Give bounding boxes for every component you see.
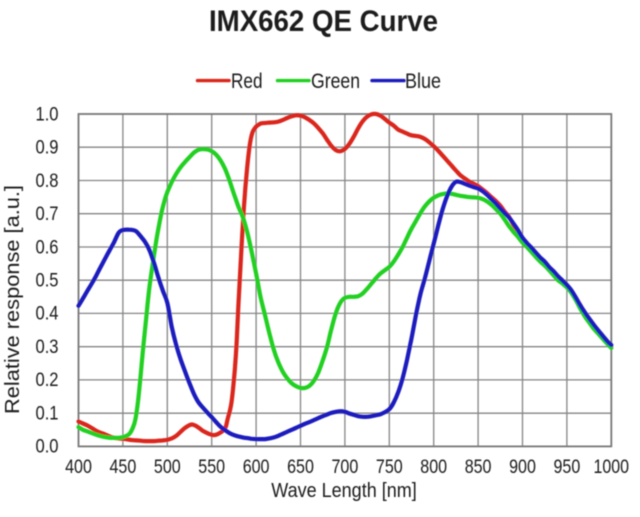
svg-text:900: 900 <box>509 456 536 478</box>
svg-text:0.9: 0.9 <box>36 137 59 159</box>
svg-text:0.6: 0.6 <box>36 236 59 258</box>
svg-text:0.7: 0.7 <box>36 203 59 225</box>
svg-text:550: 550 <box>198 456 225 478</box>
svg-text:500: 500 <box>154 456 181 478</box>
svg-text:0.4: 0.4 <box>36 303 59 325</box>
svg-text:700: 700 <box>332 456 359 478</box>
svg-text:Red: Red <box>231 70 263 93</box>
svg-text:IMX662 QE Curve: IMX662 QE Curve <box>209 5 438 38</box>
svg-text:0.8: 0.8 <box>36 170 59 192</box>
svg-text:0.5: 0.5 <box>36 270 59 292</box>
svg-text:Relative response [a.u.]: Relative response [a.u.] <box>2 185 24 414</box>
svg-text:450: 450 <box>110 456 137 478</box>
svg-text:1.0: 1.0 <box>36 103 59 125</box>
svg-text:Blue: Blue <box>405 70 441 93</box>
svg-text:950: 950 <box>554 456 581 478</box>
svg-text:1000: 1000 <box>594 456 630 478</box>
svg-text:0.3: 0.3 <box>36 336 59 358</box>
svg-text:650: 650 <box>287 456 314 478</box>
svg-text:Wave Length [nm]: Wave Length [nm] <box>271 480 417 502</box>
svg-text:850: 850 <box>465 456 492 478</box>
svg-text:400: 400 <box>65 456 92 478</box>
svg-text:600: 600 <box>243 456 270 478</box>
svg-text:0.1: 0.1 <box>36 403 59 425</box>
svg-text:0.2: 0.2 <box>36 369 59 391</box>
svg-text:750: 750 <box>376 456 403 478</box>
svg-text:Green: Green <box>311 70 360 93</box>
svg-text:800: 800 <box>420 456 447 478</box>
svg-text:0.0: 0.0 <box>36 436 59 458</box>
